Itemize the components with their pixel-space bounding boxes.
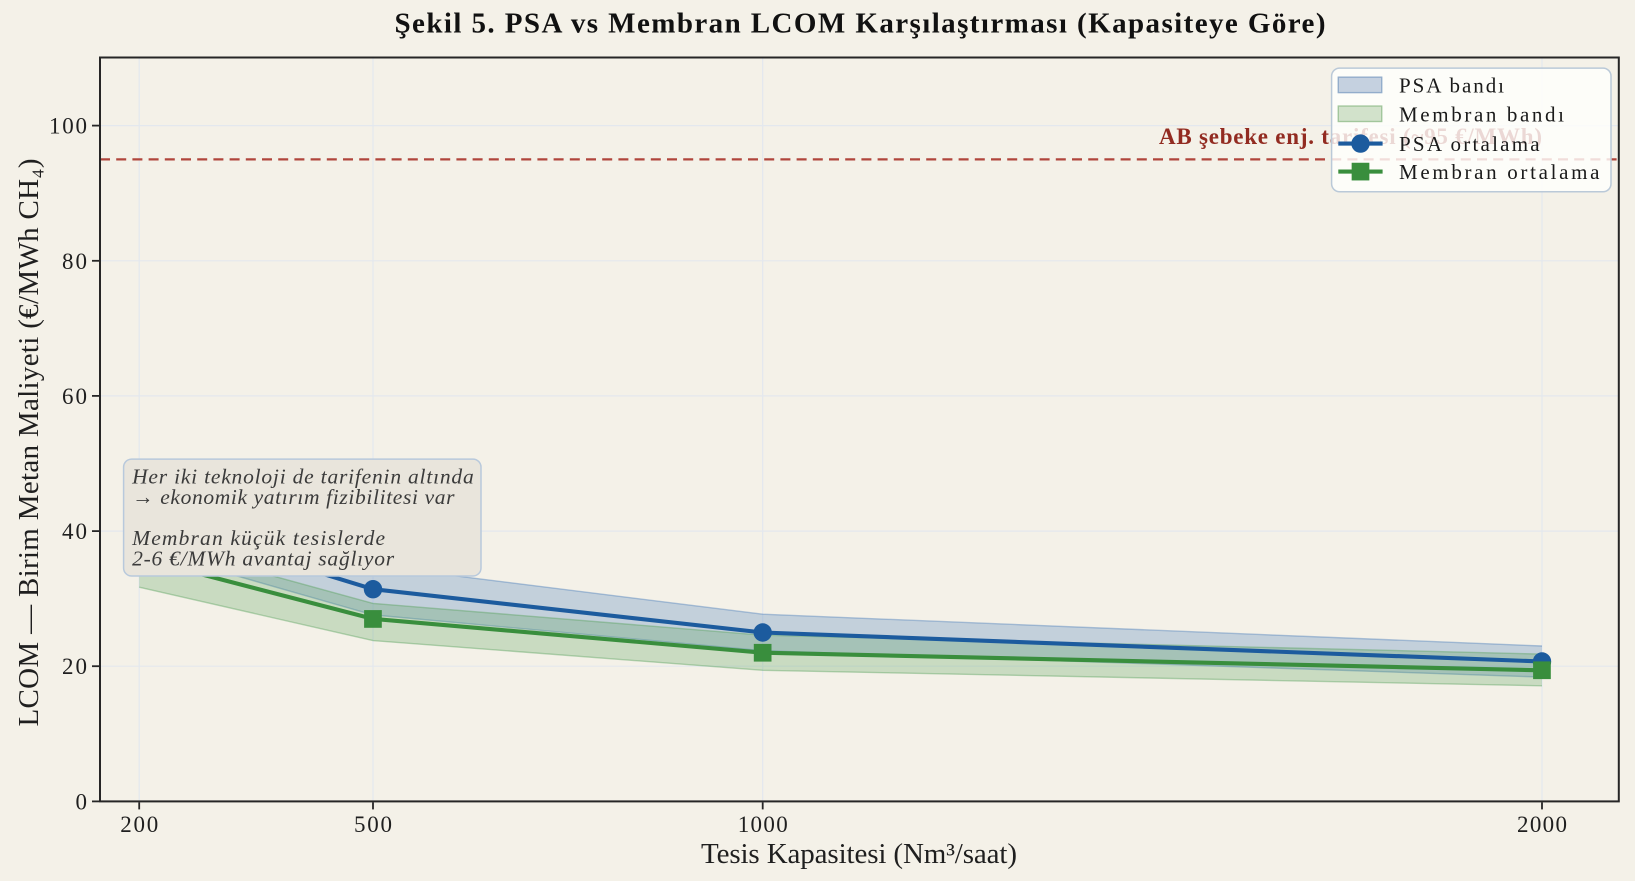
svg-text:Şekil 5. PSA vs Membran LCOM K: Şekil 5. PSA vs Membran LCOM Karşılaştır…: [395, 8, 1326, 40]
svg-text:Her iki teknoloji de tarifenin: Her iki teknoloji de tarifenin altında: [131, 465, 474, 489]
svg-text:Membran ortalama: Membran ortalama: [1399, 160, 1600, 184]
svg-text:1000: 1000: [738, 812, 788, 837]
svg-text:2-6 €/MWh avantaj sağlıyor: 2-6 €/MWh avantaj sağlıyor: [132, 547, 395, 571]
svg-text:2000: 2000: [1517, 812, 1567, 837]
svg-text:Tesis Kapasitesi (Nm³/saat): Tesis Kapasitesi (Nm³/saat): [701, 838, 1017, 870]
svg-text:Membran bandı: Membran bandı: [1399, 102, 1564, 126]
svg-text:0: 0: [76, 789, 88, 814]
svg-text:PSA bandı: PSA bandı: [1399, 74, 1504, 98]
svg-text:200: 200: [120, 812, 158, 837]
svg-text:LCOM — Birim Metan Maliyeti (€: LCOM — Birim Metan Maliyeti (€/MWh CH₄): [13, 159, 45, 727]
svg-text:PSA ortalama: PSA ortalama: [1399, 132, 1540, 156]
svg-text:100: 100: [49, 114, 87, 139]
svg-text:→ ekonomik yatırım fizibilites: → ekonomik yatırım fizibilitesi var: [132, 485, 455, 509]
svg-text:500: 500: [354, 812, 392, 837]
